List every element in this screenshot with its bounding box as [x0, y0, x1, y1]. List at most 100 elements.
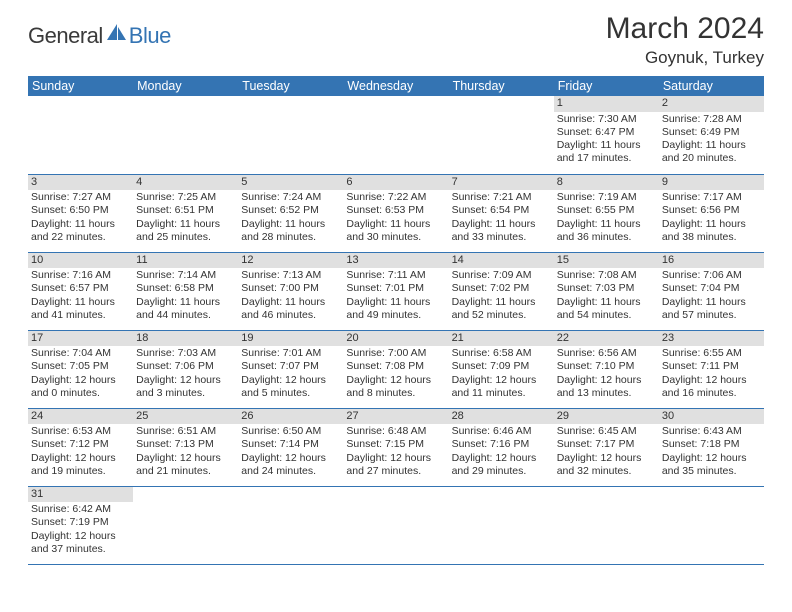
sunrise-line: Sunrise: 7:21 AM: [452, 191, 551, 204]
daylight-line: Daylight: 12 hours and 3 minutes.: [136, 374, 235, 400]
cell-body: Sunrise: 6:43 AMSunset: 7:18 PMDaylight:…: [659, 424, 764, 480]
daylight-line: Daylight: 12 hours and 37 minutes.: [31, 530, 130, 556]
daylight-line: Daylight: 11 hours and 57 minutes.: [662, 296, 761, 322]
cell-body: Sunrise: 7:24 AMSunset: 6:52 PMDaylight:…: [238, 190, 343, 246]
sunrise-line: Sunrise: 7:08 AM: [557, 269, 656, 282]
sunset-line: Sunset: 7:16 PM: [452, 438, 551, 451]
daylight-line: Daylight: 11 hours and 17 minutes.: [557, 139, 656, 165]
day-number: 28: [449, 409, 554, 425]
cell-body: Sunrise: 7:14 AMSunset: 6:58 PMDaylight:…: [133, 268, 238, 324]
sunset-line: Sunset: 7:09 PM: [452, 360, 551, 373]
sunset-line: Sunset: 7:06 PM: [136, 360, 235, 373]
calendar-cell: 22Sunrise: 6:56 AMSunset: 7:10 PMDayligh…: [554, 330, 659, 408]
cell-body: Sunrise: 6:53 AMSunset: 7:12 PMDaylight:…: [28, 424, 133, 480]
calendar-row: 17Sunrise: 7:04 AMSunset: 7:05 PMDayligh…: [28, 330, 764, 408]
calendar-cell: 4Sunrise: 7:25 AMSunset: 6:51 PMDaylight…: [133, 174, 238, 252]
sunrise-line: Sunrise: 7:24 AM: [241, 191, 340, 204]
cell-body: Sunrise: 6:56 AMSunset: 7:10 PMDaylight:…: [554, 346, 659, 402]
cell-body: Sunrise: 7:16 AMSunset: 6:57 PMDaylight:…: [28, 268, 133, 324]
day-number: 26: [238, 409, 343, 425]
cell-body: Sunrise: 7:19 AMSunset: 6:55 PMDaylight:…: [554, 190, 659, 246]
sunrise-line: Sunrise: 7:25 AM: [136, 191, 235, 204]
calendar-row: 24Sunrise: 6:53 AMSunset: 7:12 PMDayligh…: [28, 408, 764, 486]
calendar-cell: 10Sunrise: 7:16 AMSunset: 6:57 PMDayligh…: [28, 252, 133, 330]
daylight-line: Daylight: 11 hours and 38 minutes.: [662, 218, 761, 244]
sunset-line: Sunset: 6:51 PM: [136, 204, 235, 217]
day-number: 17: [28, 331, 133, 347]
calendar-cell: 24Sunrise: 6:53 AMSunset: 7:12 PMDayligh…: [28, 408, 133, 486]
cell-body: Sunrise: 6:50 AMSunset: 7:14 PMDaylight:…: [238, 424, 343, 480]
calendar-cell-empty: [449, 96, 554, 174]
sunset-line: Sunset: 7:03 PM: [557, 282, 656, 295]
header: General Blue March 2024 Goynuk, Turkey: [28, 12, 764, 68]
calendar-cell: 9Sunrise: 7:17 AMSunset: 6:56 PMDaylight…: [659, 174, 764, 252]
logo-text-general: General: [28, 23, 103, 49]
cell-body: Sunrise: 7:11 AMSunset: 7:01 PMDaylight:…: [343, 268, 448, 324]
cell-body: Sunrise: 7:27 AMSunset: 6:50 PMDaylight:…: [28, 190, 133, 246]
day-number: 9: [659, 175, 764, 191]
calendar-cell: 8Sunrise: 7:19 AMSunset: 6:55 PMDaylight…: [554, 174, 659, 252]
calendar-cell: 7Sunrise: 7:21 AMSunset: 6:54 PMDaylight…: [449, 174, 554, 252]
daylight-line: Daylight: 12 hours and 19 minutes.: [31, 452, 130, 478]
cell-body: Sunrise: 7:06 AMSunset: 7:04 PMDaylight:…: [659, 268, 764, 324]
sunset-line: Sunset: 6:49 PM: [662, 126, 761, 139]
sunset-line: Sunset: 7:08 PM: [346, 360, 445, 373]
daylight-line: Daylight: 11 hours and 30 minutes.: [346, 218, 445, 244]
dayname-row: SundayMondayTuesdayWednesdayThursdayFrid…: [28, 76, 764, 96]
daylight-line: Daylight: 12 hours and 0 minutes.: [31, 374, 130, 400]
day-number: 14: [449, 253, 554, 269]
sunset-line: Sunset: 7:05 PM: [31, 360, 130, 373]
day-number: 4: [133, 175, 238, 191]
sunset-line: Sunset: 7:13 PM: [136, 438, 235, 451]
day-number: 10: [28, 253, 133, 269]
sunrise-line: Sunrise: 7:30 AM: [557, 113, 656, 126]
cell-body: Sunrise: 7:09 AMSunset: 7:02 PMDaylight:…: [449, 268, 554, 324]
sunrise-line: Sunrise: 6:50 AM: [241, 425, 340, 438]
sunrise-line: Sunrise: 7:28 AM: [662, 113, 761, 126]
calendar-cell: 16Sunrise: 7:06 AMSunset: 7:04 PMDayligh…: [659, 252, 764, 330]
day-number: 21: [449, 331, 554, 347]
page-title: March 2024: [606, 12, 764, 46]
calendar-cell: 13Sunrise: 7:11 AMSunset: 7:01 PMDayligh…: [343, 252, 448, 330]
day-number: 23: [659, 331, 764, 347]
sunrise-line: Sunrise: 7:19 AM: [557, 191, 656, 204]
daylight-line: Daylight: 11 hours and 46 minutes.: [241, 296, 340, 322]
sunset-line: Sunset: 7:02 PM: [452, 282, 551, 295]
calendar-cell: 3Sunrise: 7:27 AMSunset: 6:50 PMDaylight…: [28, 174, 133, 252]
day-number: 5: [238, 175, 343, 191]
calendar-cell-empty: [238, 486, 343, 564]
dayname-monday: Monday: [133, 76, 238, 96]
dayname-friday: Friday: [554, 76, 659, 96]
calendar-cell: 28Sunrise: 6:46 AMSunset: 7:16 PMDayligh…: [449, 408, 554, 486]
daylight-line: Daylight: 12 hours and 29 minutes.: [452, 452, 551, 478]
daylight-line: Daylight: 11 hours and 33 minutes.: [452, 218, 551, 244]
calendar-row: 1Sunrise: 7:30 AMSunset: 6:47 PMDaylight…: [28, 96, 764, 174]
daylight-line: Daylight: 11 hours and 25 minutes.: [136, 218, 235, 244]
sunset-line: Sunset: 7:14 PM: [241, 438, 340, 451]
sunrise-line: Sunrise: 7:06 AM: [662, 269, 761, 282]
sunrise-line: Sunrise: 6:43 AM: [662, 425, 761, 438]
daylight-line: Daylight: 12 hours and 8 minutes.: [346, 374, 445, 400]
calendar-cell-empty: [238, 96, 343, 174]
sunrise-line: Sunrise: 7:01 AM: [241, 347, 340, 360]
calendar-cell-empty: [343, 96, 448, 174]
calendar-cell: 21Sunrise: 6:58 AMSunset: 7:09 PMDayligh…: [449, 330, 554, 408]
calendar-cell-empty: [133, 96, 238, 174]
sunrise-line: Sunrise: 7:04 AM: [31, 347, 130, 360]
daylight-line: Daylight: 11 hours and 54 minutes.: [557, 296, 656, 322]
calendar-row: 10Sunrise: 7:16 AMSunset: 6:57 PMDayligh…: [28, 252, 764, 330]
sunrise-line: Sunrise: 7:14 AM: [136, 269, 235, 282]
sunrise-line: Sunrise: 7:22 AM: [346, 191, 445, 204]
calendar-cell-empty: [554, 486, 659, 564]
day-number: 13: [343, 253, 448, 269]
day-number: 22: [554, 331, 659, 347]
calendar-cell: 20Sunrise: 7:00 AMSunset: 7:08 PMDayligh…: [343, 330, 448, 408]
calendar-cell: 31Sunrise: 6:42 AMSunset: 7:19 PMDayligh…: [28, 486, 133, 564]
sunset-line: Sunset: 7:15 PM: [346, 438, 445, 451]
cell-body: Sunrise: 6:42 AMSunset: 7:19 PMDaylight:…: [28, 502, 133, 558]
calendar-cell: 5Sunrise: 7:24 AMSunset: 6:52 PMDaylight…: [238, 174, 343, 252]
cell-body: Sunrise: 7:28 AMSunset: 6:49 PMDaylight:…: [659, 112, 764, 168]
sunset-line: Sunset: 6:55 PM: [557, 204, 656, 217]
sunrise-line: Sunrise: 6:46 AM: [452, 425, 551, 438]
sunset-line: Sunset: 7:19 PM: [31, 516, 130, 529]
